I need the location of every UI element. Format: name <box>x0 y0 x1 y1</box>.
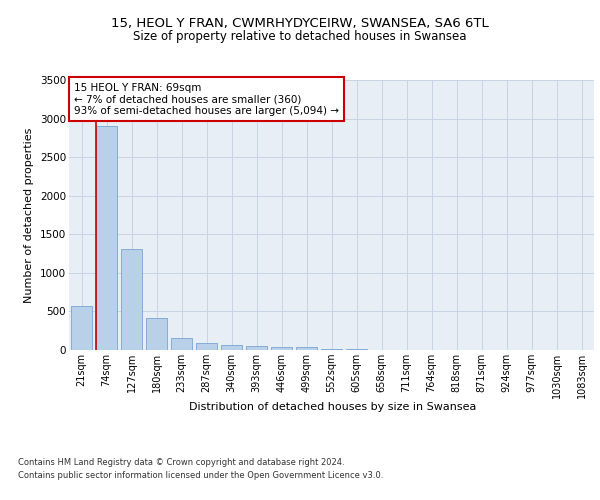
Text: Contains public sector information licensed under the Open Government Licence v3: Contains public sector information licen… <box>18 470 383 480</box>
Text: 15, HEOL Y FRAN, CWMRHYDYCEIRW, SWANSEA, SA6 6TL: 15, HEOL Y FRAN, CWMRHYDYCEIRW, SWANSEA,… <box>111 18 489 30</box>
Text: Contains HM Land Registry data © Crown copyright and database right 2024.: Contains HM Land Registry data © Crown c… <box>18 458 344 467</box>
Text: Distribution of detached houses by size in Swansea: Distribution of detached houses by size … <box>190 402 476 412</box>
Bar <box>271 346 292 350</box>
Bar <box>96 126 117 350</box>
Y-axis label: Number of detached properties: Number of detached properties <box>25 128 34 302</box>
Bar <box>321 349 342 350</box>
Bar <box>296 347 317 350</box>
Text: 15 HEOL Y FRAN: 69sqm
← 7% of detached houses are smaller (360)
93% of semi-deta: 15 HEOL Y FRAN: 69sqm ← 7% of detached h… <box>74 82 339 116</box>
Bar <box>146 318 167 350</box>
Bar <box>221 346 242 350</box>
Bar <box>246 346 267 350</box>
Text: Size of property relative to detached houses in Swansea: Size of property relative to detached ho… <box>133 30 467 43</box>
Bar <box>171 338 192 350</box>
Bar <box>71 306 92 350</box>
Bar <box>196 344 217 350</box>
Bar <box>121 249 142 350</box>
